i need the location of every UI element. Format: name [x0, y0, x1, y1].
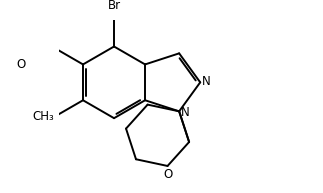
Text: O: O [17, 58, 26, 71]
Text: N: N [202, 75, 211, 88]
Text: N: N [181, 106, 190, 119]
Text: CH₃: CH₃ [32, 110, 54, 123]
Text: Br: Br [108, 0, 120, 12]
Text: O: O [163, 168, 172, 181]
